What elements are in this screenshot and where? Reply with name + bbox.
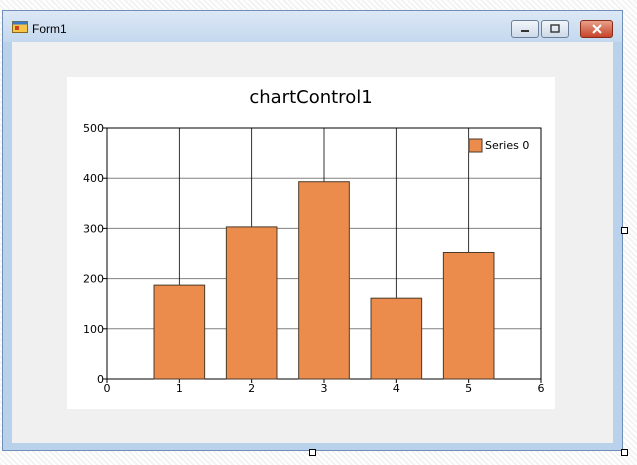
title-bar[interactable]: Form1: [3, 11, 622, 42]
bar: [298, 181, 350, 380]
y-tick-label: 100: [83, 323, 104, 336]
close-icon: [591, 24, 602, 34]
y-tick-label: 400: [83, 172, 104, 185]
maximize-button[interactable]: [541, 20, 569, 38]
y-tick-label: 500: [83, 122, 104, 135]
resize-handle-right[interactable]: [621, 227, 628, 234]
form-window[interactable]: Form1 chartControl1 0 100 200 300 400 500 0 1 2 3…: [2, 10, 623, 451]
close-button[interactable]: [580, 20, 613, 38]
form-client-area: chartControl1 0 100 200 300 400 500 0 1 2 3 4 5 6 Ser…: [12, 42, 613, 443]
bar: [442, 251, 495, 380]
legend: Series 0: [468, 138, 529, 153]
legend-swatch: [468, 138, 483, 153]
legend-label: Series 0: [485, 139, 529, 152]
x-tick-label: 1: [176, 382, 183, 395]
chart-control[interactable]: chartControl1 0 100 200 300 400 500 0 1 2 3 4 5 6 Ser…: [67, 77, 555, 409]
y-tick-label: 300: [83, 222, 104, 235]
x-tick-label: 6: [538, 382, 545, 395]
x-tick-label: 2: [248, 382, 255, 395]
x-tick-label: 5: [465, 382, 472, 395]
bar: [225, 226, 278, 380]
chart-plot: 0 100 200 300 400 500 0 1 2 3 4 5 6 Series 0: [83, 122, 545, 395]
minimize-icon: [521, 30, 529, 32]
window-title: Form1: [32, 22, 67, 36]
x-tick-label: 0: [104, 382, 111, 395]
y-tick-label: 200: [83, 273, 104, 286]
resize-handle-bottom[interactable]: [309, 449, 316, 456]
bar: [370, 297, 423, 380]
maximize-icon: [550, 24, 560, 33]
x-tick-label: 4: [393, 382, 400, 395]
minimize-button[interactable]: [511, 20, 539, 38]
bar: [153, 284, 206, 380]
chart-title: chartControl1: [249, 87, 373, 108]
form-app-icon: [12, 21, 28, 33]
resize-handle-corner[interactable]: [621, 449, 628, 456]
x-tick-label: 3: [321, 382, 328, 395]
y-tick-label: 0: [97, 373, 104, 386]
